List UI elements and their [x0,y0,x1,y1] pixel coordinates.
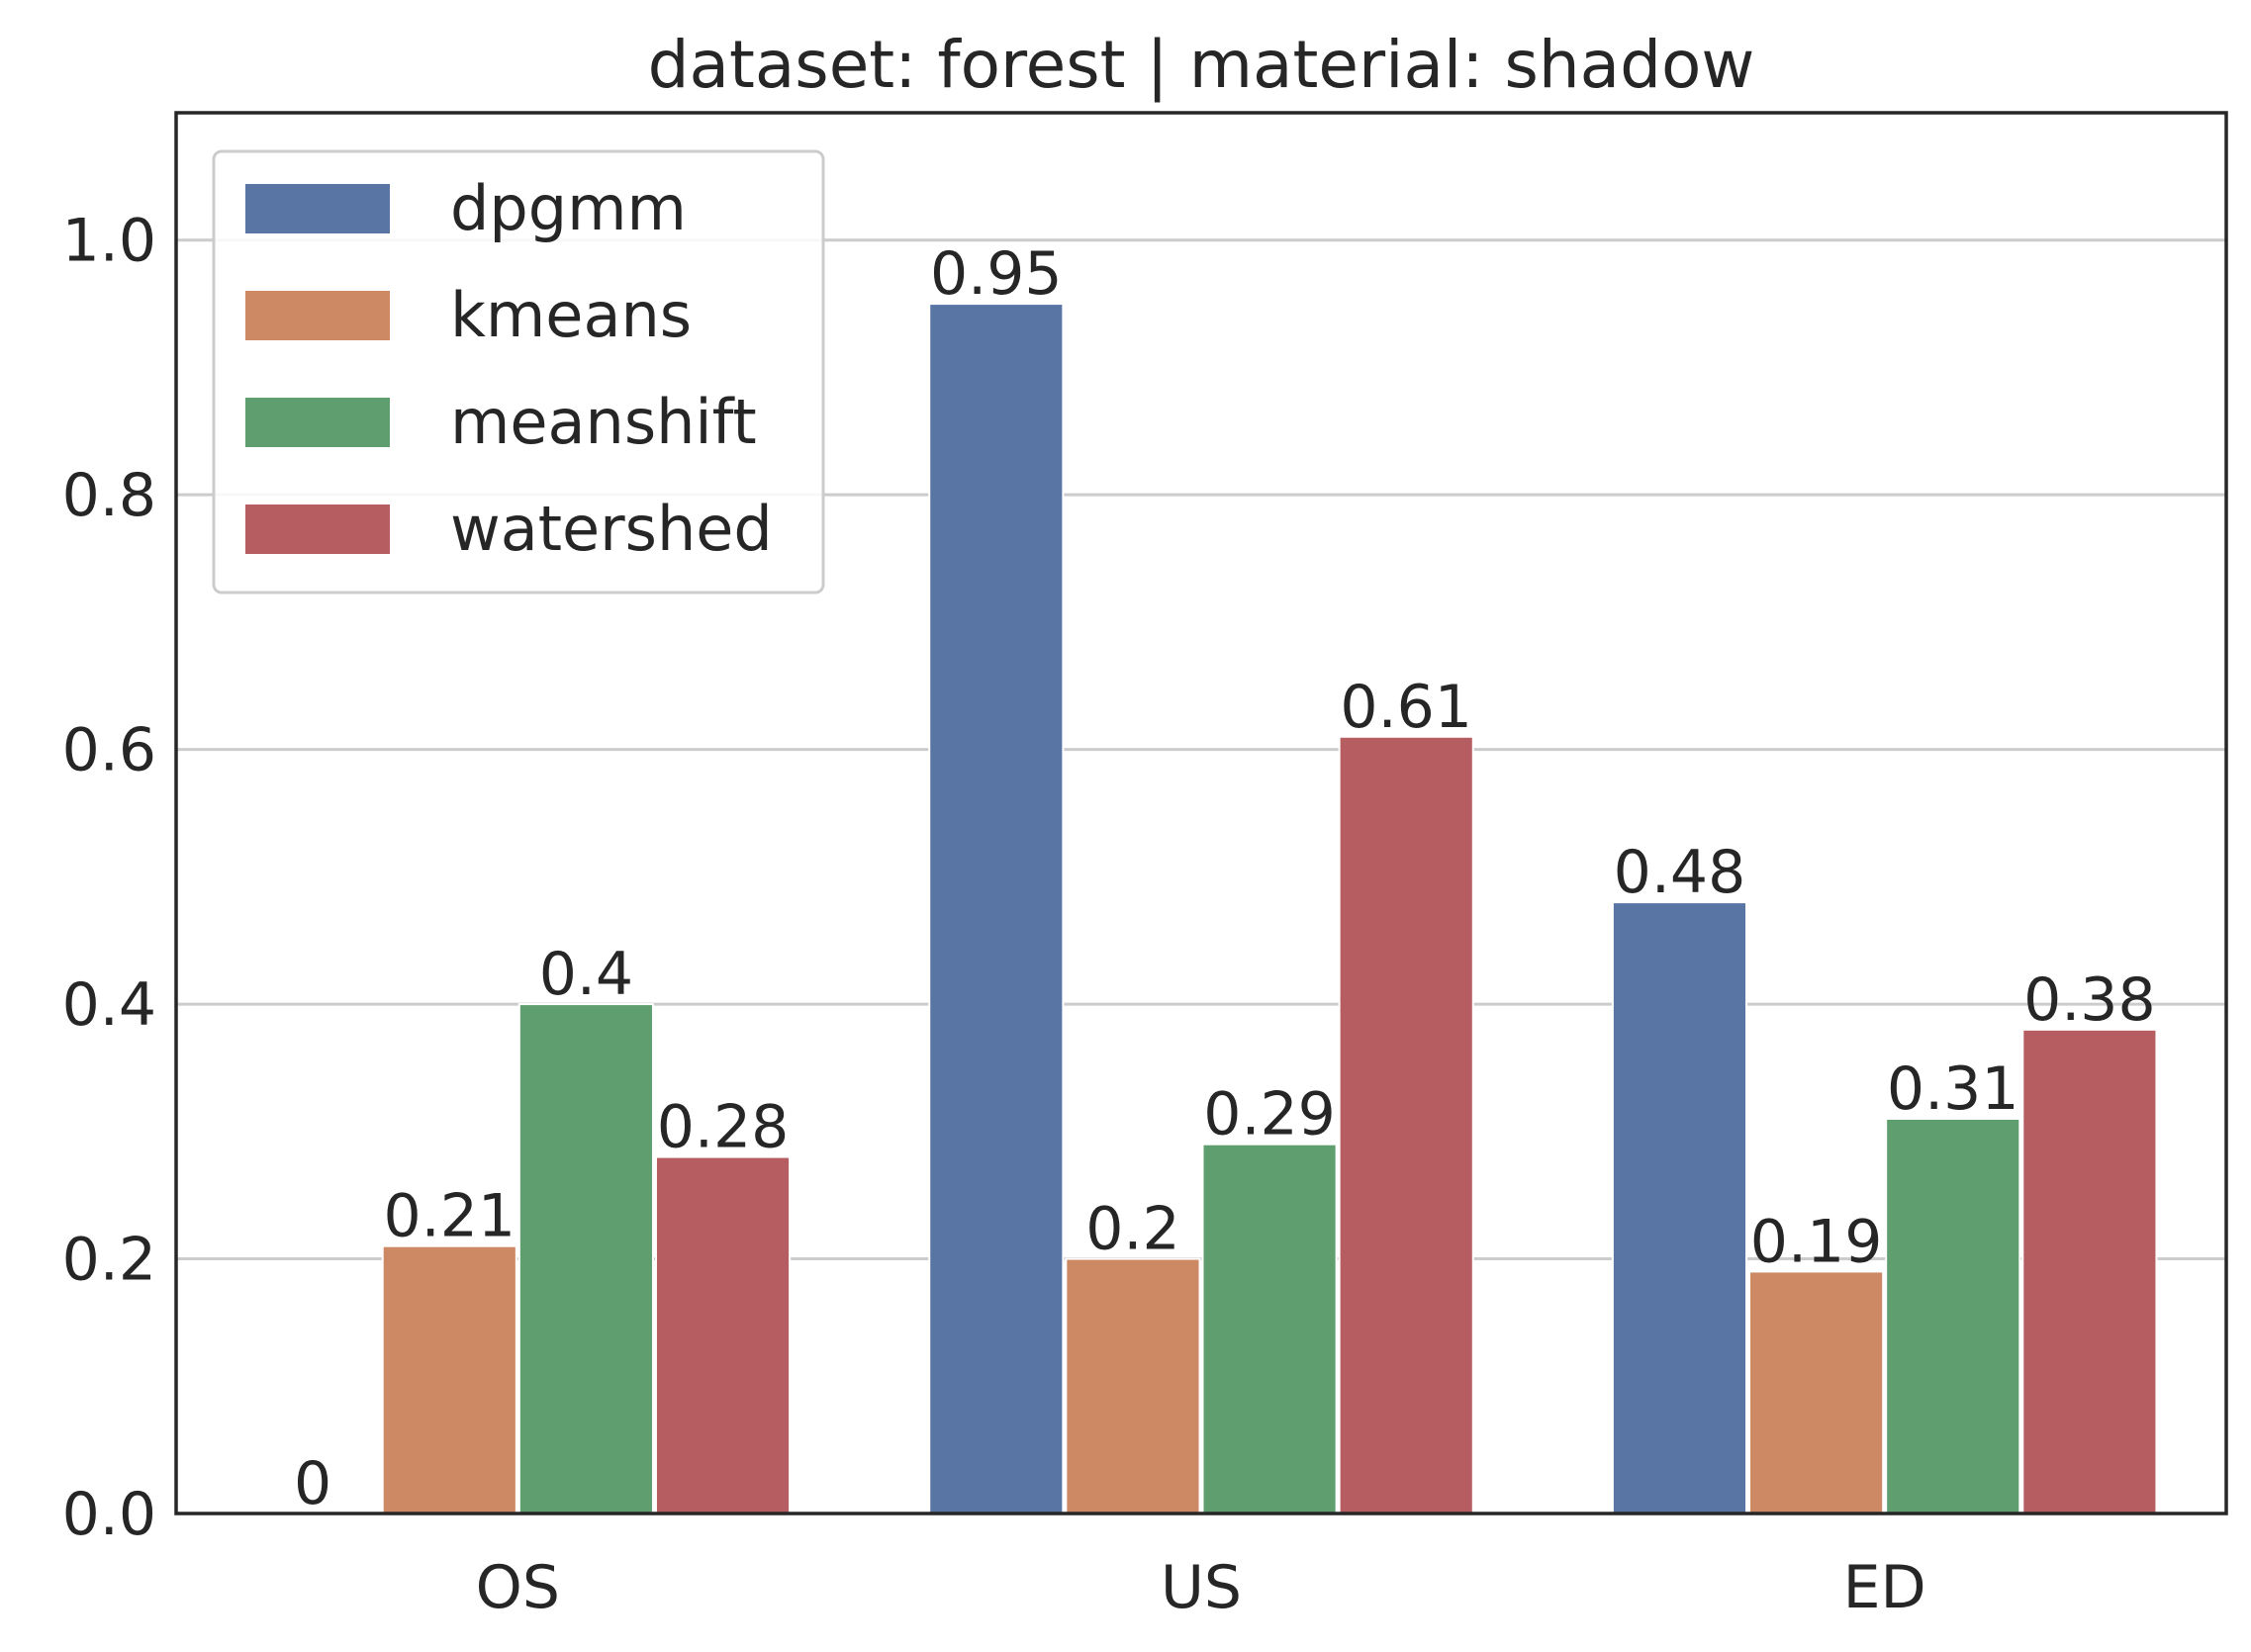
legend-swatch-watershed [245,505,390,554]
bar-meanshift-ed [1885,1117,2021,1514]
y-tick-label: 0.8 [62,461,156,530]
y-tick-label: 0.0 [62,1480,156,1549]
bar-kmeans-ed [1748,1270,1885,1515]
y-axis-ticks: 0.0 0.2 0.4 0.6 0.8 1.0 [62,207,156,1549]
chart-title: dataset: forest | material: shadow [648,27,1755,103]
x-tick-label: US [1161,1553,1242,1622]
bars [381,303,2158,1515]
y-tick-label: 0.2 [62,1226,156,1295]
y-tick-label: 1.0 [62,207,156,276]
bar-value-label: 0.21 [383,1182,516,1251]
legend-swatch-dpgmm [245,184,390,233]
y-tick-label: 0.6 [62,716,156,785]
bar-value-label: 0.4 [539,940,633,1009]
bar-meanshift-os [517,1003,654,1514]
x-axis-ticks: OS US ED [476,1553,1926,1622]
legend-box [212,149,825,595]
bar-value-label: 0.61 [1340,673,1472,742]
legend-label-meanshift: meanshift [450,386,757,458]
bar-value-label: 0.2 [1085,1195,1179,1264]
bar-value-label: 0.28 [657,1093,790,1162]
bar-dpgmm-ed [1611,901,1748,1514]
bar-watershed-us [1338,735,1474,1514]
axes-frame [174,111,2228,1515]
bar-value-label: 0.29 [1203,1080,1336,1149]
bar-value-labels: 0 0.21 0.4 0.28 0.95 0.2 0.29 0.61 0.48 0.19 0.310… [294,239,2156,1518]
legend-swatch-meanshift [245,398,390,447]
x-tick-label: ED [1843,1553,1926,1622]
bar-kmeans-os [381,1244,517,1514]
bar-value-label: 0.38 [2023,965,2156,1035]
bar-value-label: 0.48 [1614,838,1746,907]
legend-swatch-kmeans [245,291,390,340]
bar-value-label: 0.31 [1887,1055,2019,1124]
legend-label-dpgmm: dpgmm [450,172,687,244]
x-tick-label: OS [476,1553,560,1622]
y-tick-label: 0.4 [62,970,156,1040]
bar-kmeans-us [1065,1257,1201,1514]
bar-dpgmm-us [928,303,1065,1514]
bar-watershed-os [654,1155,792,1514]
bar-value-label: 0.19 [1750,1207,1883,1276]
legend-label-kmeans: kmeans [450,279,692,351]
bar-value-label: 0 [294,1449,331,1518]
bar-watershed-ed [2021,1028,2158,1514]
bar-meanshift-us [1201,1143,1338,1514]
legend: dpgmm kmeans meanshift watershed [212,149,825,595]
legend-label-watershed: watershed [450,493,773,565]
bar-value-label: 0.95 [930,239,1063,309]
